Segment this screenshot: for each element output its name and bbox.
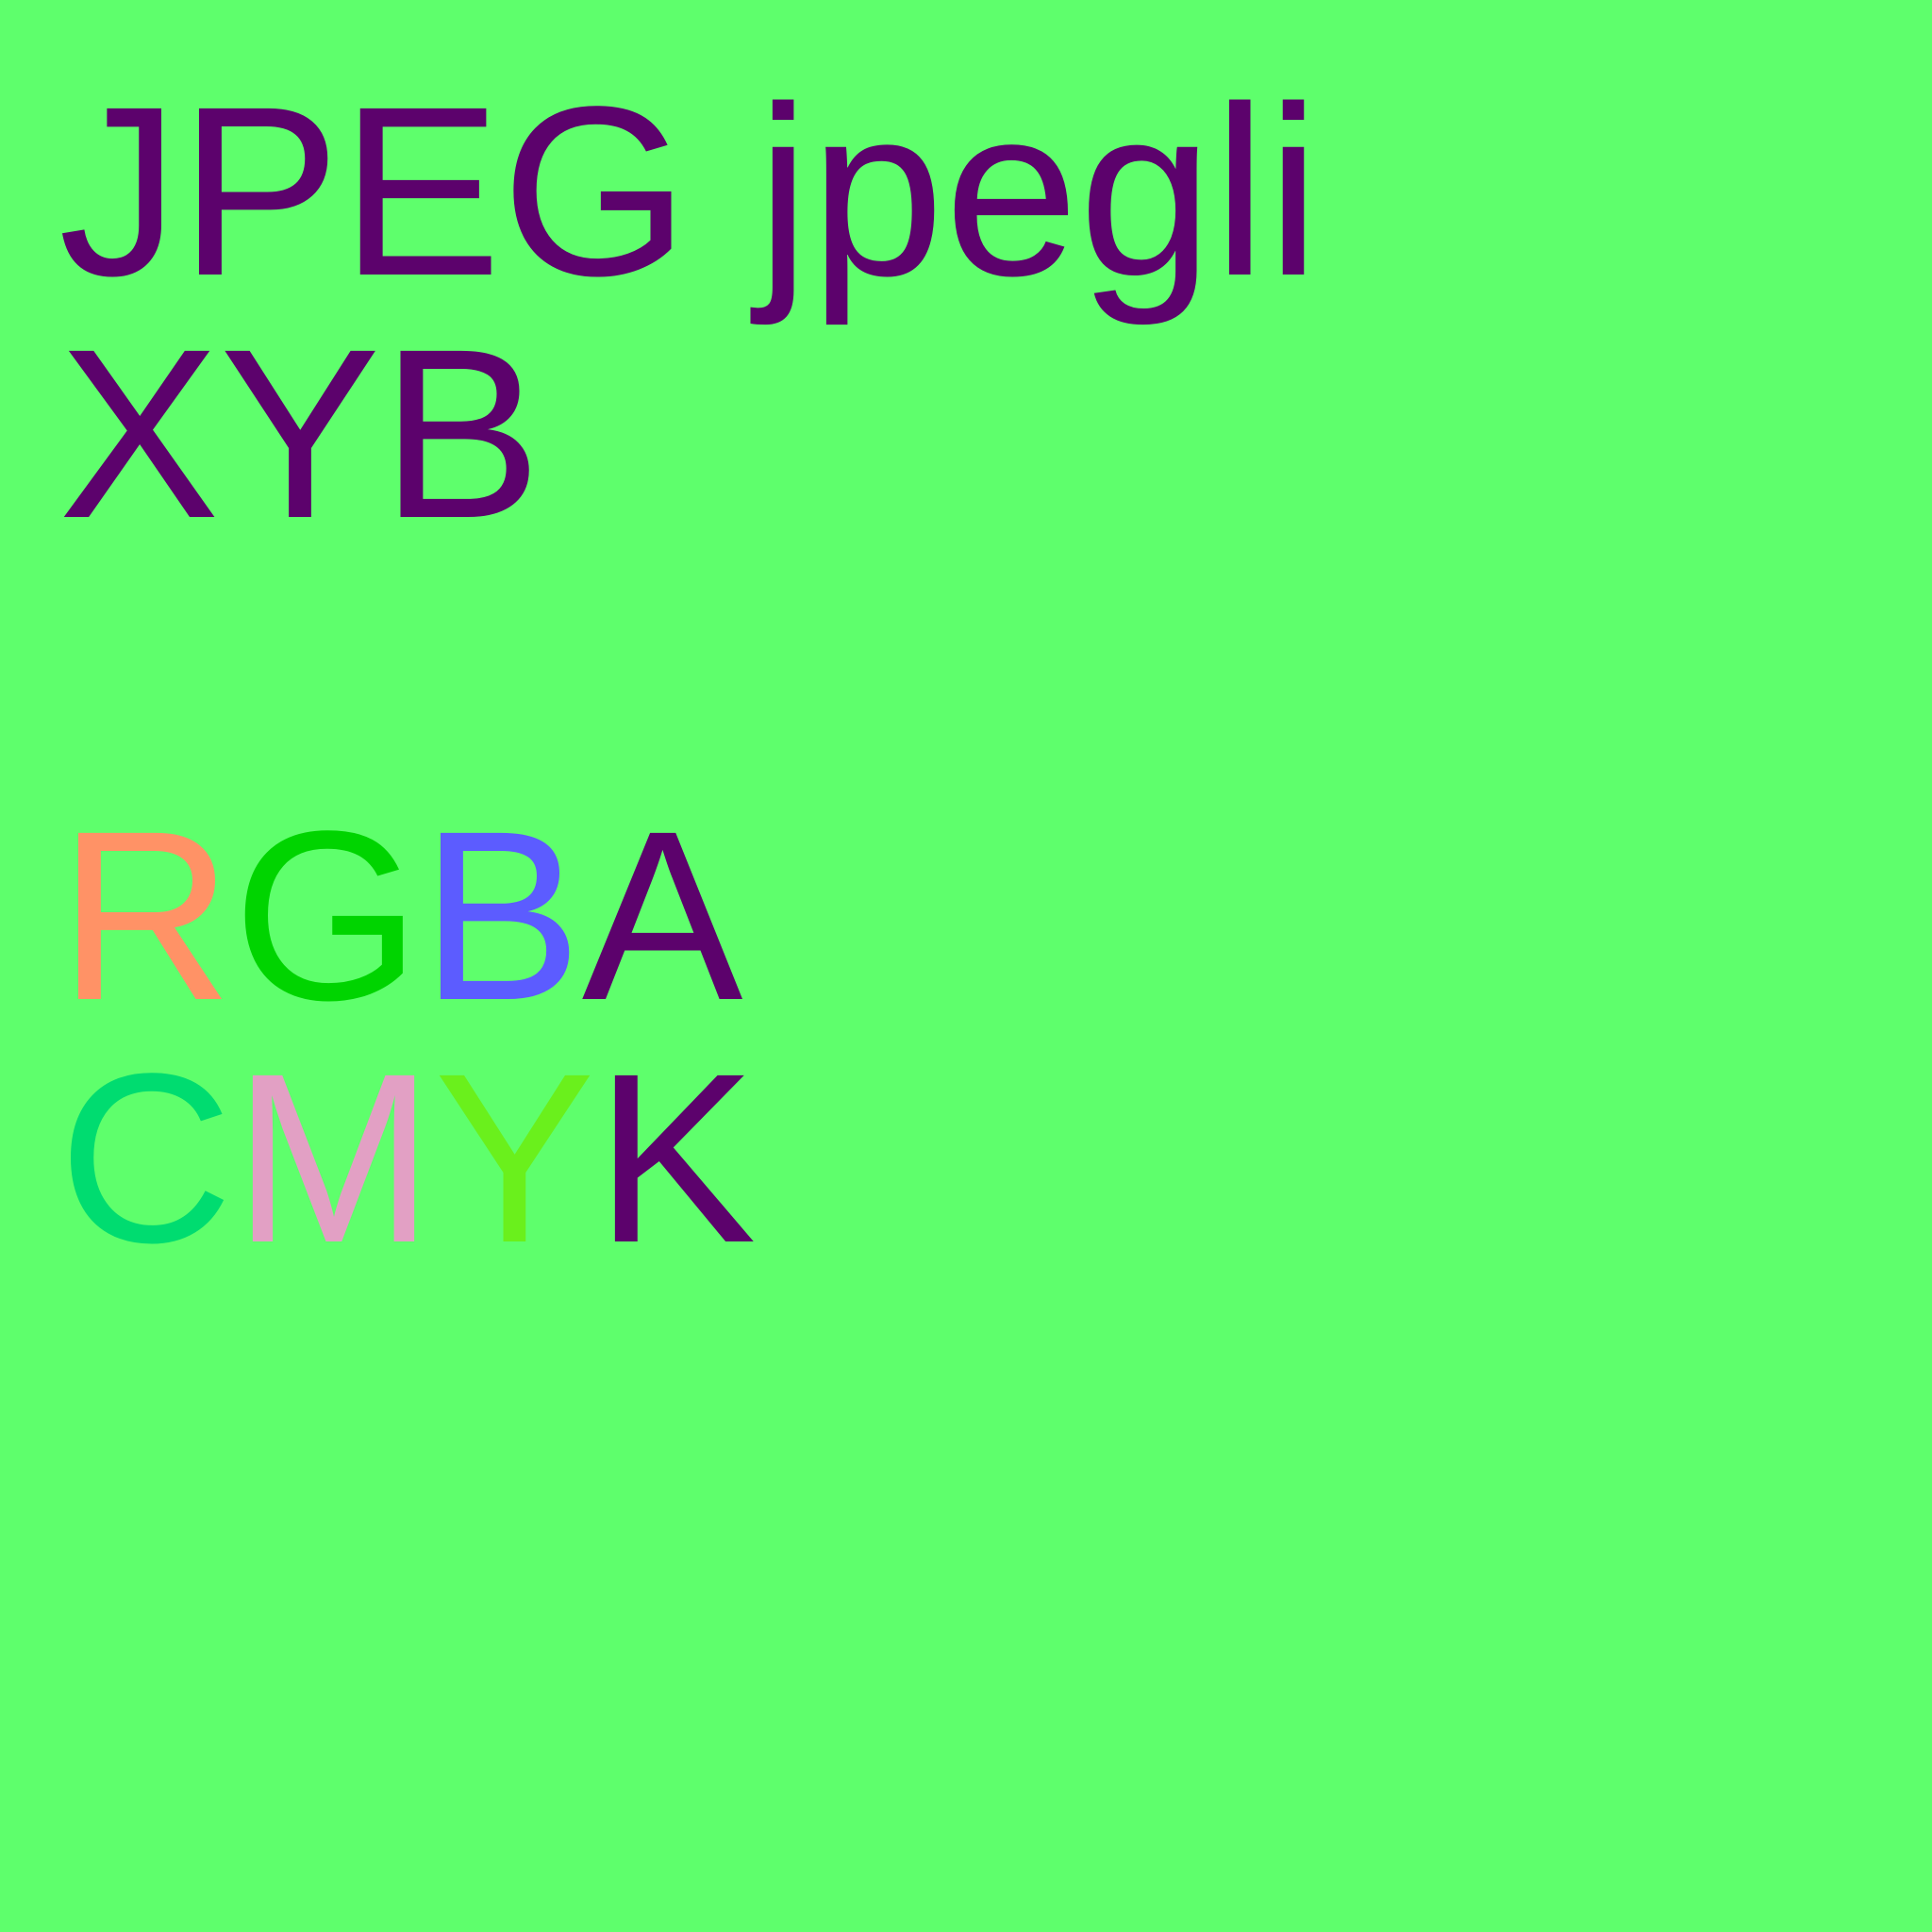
letter-g-lowercase: g [1078,57,1213,326]
letter-e-uppercase: E [340,57,502,326]
text-line-jpeg-jpegli: JPEG jpegli [58,71,1321,312]
letter-l-lowercase: l [1212,57,1267,326]
letter-k-black: K [594,1024,757,1293]
letter-y: Y [219,299,381,569]
letter-g-green: G [232,781,421,1051]
letter-c-cyan: C [58,1024,233,1293]
letter-i-lowercase: i [1266,57,1321,326]
word-space [690,57,757,326]
letter-p-uppercase: P [179,57,341,326]
letter-p-lowercase: p [809,57,944,326]
letter-j-lowercase: j [756,57,810,326]
letter-j-uppercase: J [58,57,179,326]
letter-x: X [58,299,220,569]
letter-b: B [380,299,542,569]
text-line-cmyk: CMYK [58,1038,757,1279]
letter-r-red: R [58,781,233,1051]
letter-b-blue: B [421,781,582,1051]
letter-g-uppercase: G [501,57,690,326]
letter-y-yellow: Y [434,1024,595,1293]
text-line-xyb: XYB [58,313,541,555]
text-line-rgba: RGBA [58,795,743,1037]
letter-e-lowercase: e [944,57,1079,326]
letter-m-magenta: M [232,1024,435,1293]
letter-a-alpha: A [581,781,743,1051]
